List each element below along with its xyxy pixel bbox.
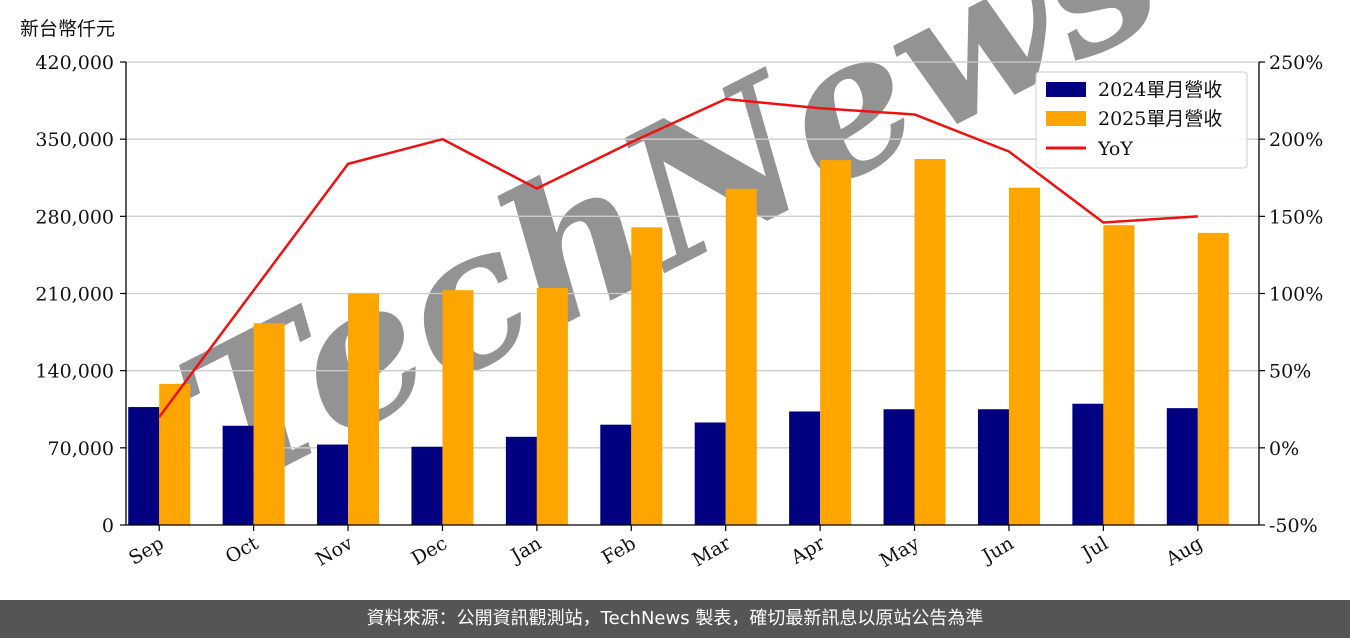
right-tick-label: 100% [1269, 284, 1323, 306]
bar-2025-feb [631, 227, 663, 525]
right-axis-ticks: -50% 0% 50% 100% 150% 200% 250% [1259, 52, 1323, 537]
bar-2025-dec [442, 290, 474, 525]
bar-2024-nov [317, 444, 349, 525]
x-tick-label: Sep [125, 532, 168, 569]
right-tick-label: 200% [1269, 129, 1323, 151]
bar-2025-jun [1008, 187, 1040, 525]
legend-box [1035, 71, 1248, 169]
bar-2025-aug [1197, 232, 1229, 525]
bar-2025-mar [725, 188, 757, 525]
x-tick-label: Nov [312, 532, 357, 571]
left-tick-label: 280,000 [35, 206, 114, 228]
x-tick-label: Jun [977, 532, 1018, 568]
left-tick-label: 140,000 [35, 361, 114, 383]
legend: 2024單月營收 2025單月營收 YoY [1035, 71, 1248, 169]
bar-2024-feb [600, 424, 632, 525]
bar-2025-nov [348, 293, 380, 525]
bar-2024-apr [789, 411, 821, 525]
left-tick-label: 70,000 [48, 438, 114, 460]
x-tick-label: Mar [689, 532, 735, 571]
bar-2024-sep [128, 407, 160, 525]
bar-2024-jan [505, 436, 537, 525]
bar-2025-apr [820, 160, 852, 525]
bar-2024-jul [1072, 403, 1104, 525]
bars-group [128, 159, 1229, 525]
bar-2025-may [914, 159, 946, 525]
bar-2025-jul [1103, 225, 1135, 525]
bar-2025-jan [536, 287, 568, 525]
right-tick-label: 250% [1269, 52, 1323, 74]
left-tick-label: 0 [102, 515, 114, 537]
x-tick-label: Oct [222, 532, 263, 568]
legend-label-2025: 2025單月營收 [1098, 108, 1222, 130]
x-axis-ticks: Sep Oct Nov Dec Jan Feb Mar Apr May Jun Jul Aug [125, 525, 1206, 572]
yoy-line-group [158, 97, 1198, 418]
bar-2024-mar [694, 422, 726, 525]
left-tick-label: 210,000 [35, 284, 114, 306]
x-tick-label: Apr [786, 532, 829, 569]
bar-2025-sep [159, 383, 191, 525]
bar-2024-dec [411, 446, 443, 525]
left-tick-label: 420,000 [35, 52, 114, 74]
x-tick-label: Jul [1077, 532, 1112, 565]
legend-label-yoy: YoY [1097, 138, 1133, 160]
bar-2025-oct [253, 323, 285, 525]
x-tick-label: Dec [408, 532, 451, 570]
legend-label-2024: 2024單月營收 [1098, 79, 1222, 101]
yoy-line [158, 97, 1198, 418]
right-tick-label: 150% [1269, 206, 1323, 228]
y-axis-unit-label: 新台幣仟元 [20, 18, 116, 40]
x-tick-label: Aug [1161, 532, 1206, 571]
right-tick-label: 50% [1269, 361, 1311, 383]
right-tick-label: -50% [1269, 515, 1318, 537]
bar-2024-may [883, 409, 915, 525]
bar-2024-oct [222, 425, 254, 525]
legend-swatch-2025 [1046, 111, 1086, 126]
grid-lines [126, 61, 1259, 449]
left-tick-label: 350,000 [35, 129, 114, 151]
right-tick-label: 0% [1269, 438, 1299, 460]
left-axis-ticks: 0 70,000 140,000 210,000 280,000 350,000 420,0… [35, 52, 126, 537]
x-tick-label: Feb [598, 532, 640, 569]
bar-2024-aug [1166, 408, 1198, 525]
x-tick-label: May [876, 532, 923, 572]
bar-2024-jun [977, 409, 1009, 525]
legend-swatch-2024 [1046, 82, 1086, 97]
source-footer: 資料來源：公開資訊觀測站，TechNews 製表，確切最新訊息以原站公告為準 [0, 600, 1350, 638]
chart-area: 新台幣仟元 TechNews 0 70,000 140,000 210,000 280,… [20, 0, 1323, 572]
revenue-chart: TechNews 070,000140,000210,000280,000350… [35, 0, 1323, 572]
x-tick-label: Jan [506, 532, 546, 568]
